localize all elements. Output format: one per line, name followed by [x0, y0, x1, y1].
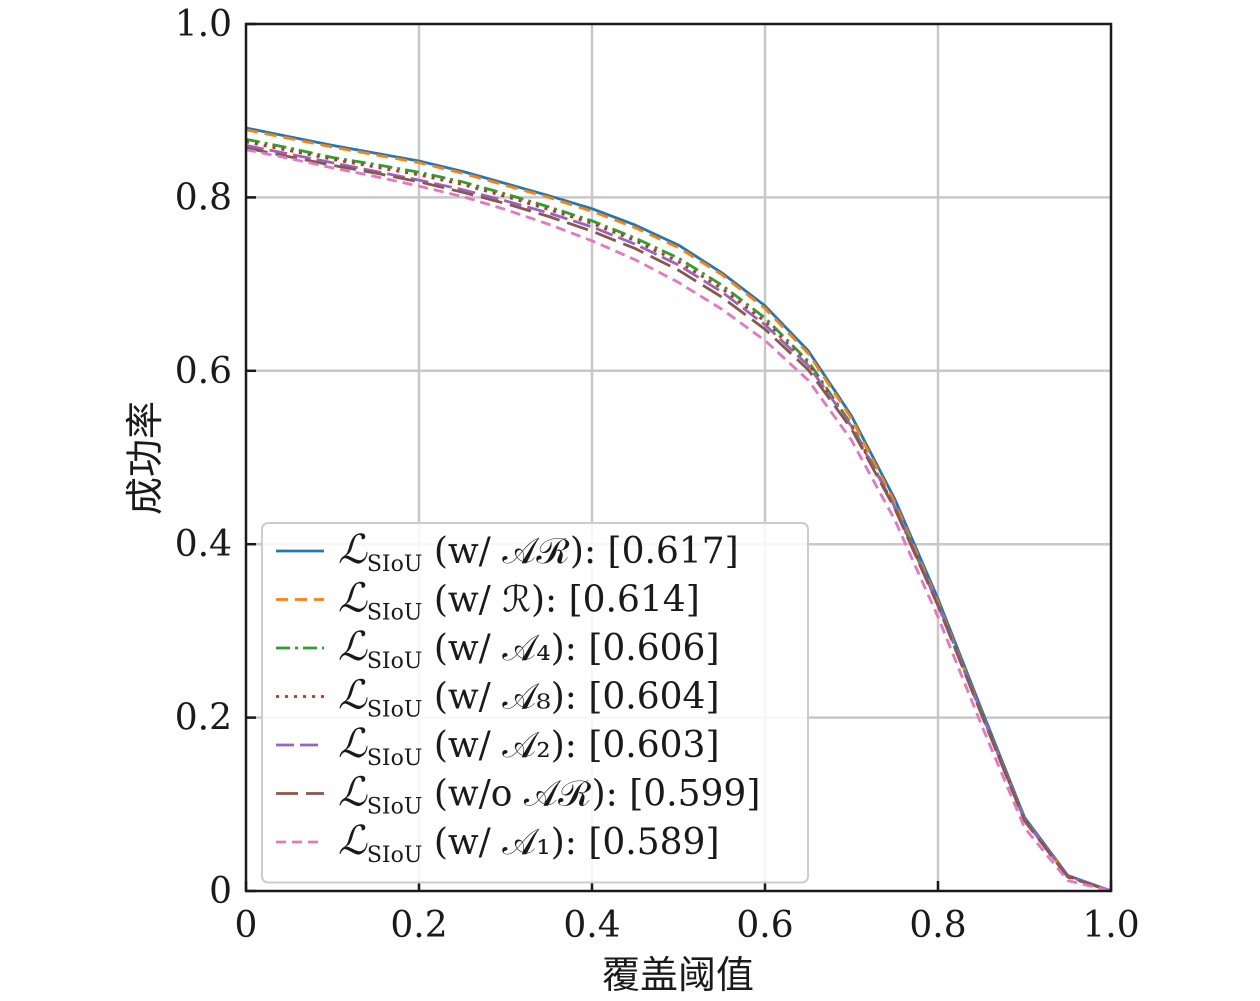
x-tick-label: 0.8 [909, 905, 966, 946]
series-line-6 [245, 146, 1112, 893]
series-line-4 [245, 140, 1112, 893]
series-lines [245, 126, 1112, 893]
x-axis-label: 覆盖阈值 [602, 953, 754, 997]
y-tick-label: 0.6 [175, 351, 232, 392]
x-tick-label: 0 [235, 905, 258, 946]
legend: ℒSIoU (w/ 𝒜ℛ): [0.617]ℒSIoU (w/ ℛ): [0.6… [261, 522, 809, 884]
legend-box [261, 522, 809, 884]
legend-label: ℒSIoU (w/ 𝒜₂): [0.603] [338, 721, 720, 771]
x-tick-label: 0.6 [736, 905, 793, 946]
x-tick-label: 1.0 [1082, 905, 1139, 946]
legend-label: ℒSIoU (w/ 𝒜₈): [0.604] [338, 673, 720, 723]
y-tick-label: 1.0 [175, 4, 232, 45]
y-tick-label: 0.4 [175, 524, 232, 565]
x-tick-label: 0.2 [390, 905, 447, 946]
y-axis-label: 成功率 [123, 401, 167, 515]
series-line-7 [245, 148, 1112, 893]
y-tick-label: 0.2 [175, 698, 232, 739]
plot-frame [244, 22, 1113, 893]
legend-label: ℒSIoU (w/ 𝒜₄): [0.606] [338, 624, 720, 674]
legend-label: ℒSIoU (w/o 𝒜ℛ): [0.599] [338, 770, 760, 820]
series-line-3 [245, 137, 1112, 893]
legend-label: ℒSIoU (w/ ℛ): [0.614] [338, 576, 700, 626]
legend-label: ℒSIoU (w/ 𝒜₁): [0.589] [338, 818, 720, 868]
y-tick-label: 0.8 [175, 177, 232, 218]
x-tick-label: 0.4 [563, 905, 620, 946]
axis-ticks: 0 0.2 0.4 0.6 0.8 1.0 0 0.2 0.4 0.6 0.8 1.0 [175, 4, 1140, 946]
y-tick-label: 0 [209, 871, 232, 912]
legend-label: ℒSIoU (w/ 𝒜ℛ): [0.617] [338, 527, 739, 577]
